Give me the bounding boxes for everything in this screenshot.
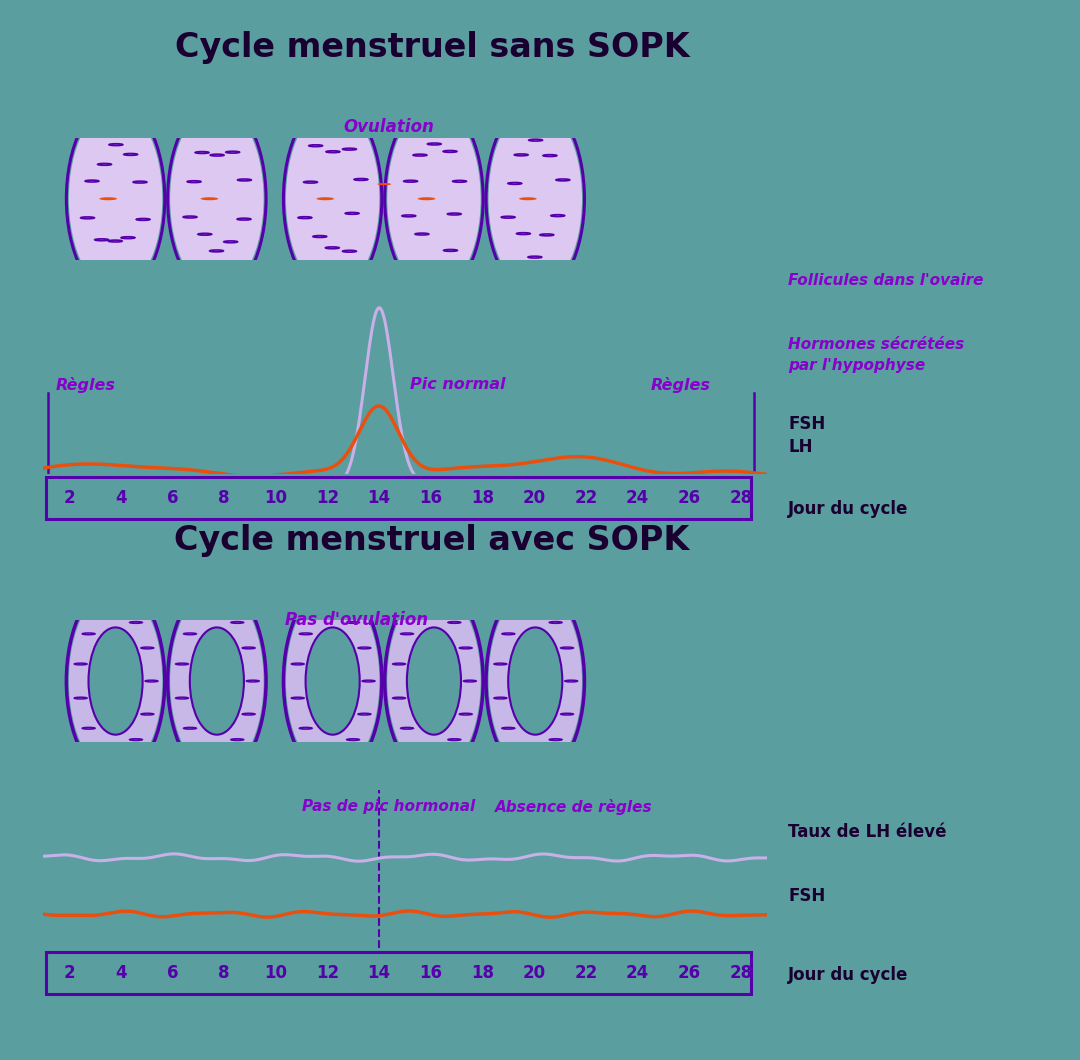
Text: 14: 14 xyxy=(367,489,391,507)
Text: Règles: Règles xyxy=(56,376,116,393)
Ellipse shape xyxy=(388,588,481,774)
Ellipse shape xyxy=(306,628,360,735)
Text: Pas d'ovulation: Pas d'ovulation xyxy=(285,612,428,629)
Text: 12: 12 xyxy=(316,489,339,507)
Circle shape xyxy=(316,197,334,200)
Text: 6: 6 xyxy=(166,964,178,982)
Circle shape xyxy=(418,197,435,200)
Ellipse shape xyxy=(388,106,481,292)
Text: 6: 6 xyxy=(166,489,178,507)
Ellipse shape xyxy=(190,628,244,735)
Text: 8: 8 xyxy=(218,489,230,507)
Ellipse shape xyxy=(171,106,264,292)
Text: FSH: FSH xyxy=(788,887,825,904)
Circle shape xyxy=(519,197,537,200)
Text: Pic normal: Pic normal xyxy=(410,377,505,392)
Text: 12: 12 xyxy=(316,964,339,982)
Text: Pas de pic hormonal: Pas de pic hormonal xyxy=(301,799,475,814)
Text: 22: 22 xyxy=(575,964,597,982)
Circle shape xyxy=(377,183,391,186)
Text: 2: 2 xyxy=(64,964,75,982)
Text: 28: 28 xyxy=(729,964,753,982)
Ellipse shape xyxy=(89,628,143,735)
Text: FSH: FSH xyxy=(788,416,825,432)
Text: 20: 20 xyxy=(523,964,545,982)
Text: Jour du cycle: Jour du cycle xyxy=(788,500,908,517)
Text: 8: 8 xyxy=(218,964,230,982)
Ellipse shape xyxy=(488,588,582,774)
Text: 18: 18 xyxy=(471,489,494,507)
Ellipse shape xyxy=(509,628,563,735)
Text: 18: 18 xyxy=(471,964,494,982)
Text: 2: 2 xyxy=(64,489,75,507)
Circle shape xyxy=(99,197,117,200)
Text: 10: 10 xyxy=(265,964,287,982)
Text: Cycle menstruel avec SOPK: Cycle menstruel avec SOPK xyxy=(174,524,690,558)
Ellipse shape xyxy=(488,106,582,292)
Text: 16: 16 xyxy=(419,489,443,507)
Text: 24: 24 xyxy=(626,964,649,982)
Text: 24: 24 xyxy=(626,489,649,507)
Text: 16: 16 xyxy=(419,964,443,982)
Text: Absence de règles: Absence de règles xyxy=(496,798,653,815)
Circle shape xyxy=(201,197,218,200)
Text: 26: 26 xyxy=(678,964,701,982)
Text: 22: 22 xyxy=(575,489,597,507)
Text: Taux de LH élevé: Taux de LH élevé xyxy=(788,824,947,841)
Text: Règles: Règles xyxy=(650,376,711,393)
Text: 26: 26 xyxy=(678,489,701,507)
Text: Ovulation: Ovulation xyxy=(343,119,434,136)
Ellipse shape xyxy=(171,588,264,774)
Text: 4: 4 xyxy=(114,489,126,507)
Text: Follicules dans l'ovaire: Follicules dans l'ovaire xyxy=(788,273,984,288)
Ellipse shape xyxy=(407,628,461,735)
Ellipse shape xyxy=(69,588,162,774)
Text: 20: 20 xyxy=(523,489,545,507)
Ellipse shape xyxy=(69,106,162,292)
Ellipse shape xyxy=(286,588,379,774)
Text: 28: 28 xyxy=(729,489,753,507)
Ellipse shape xyxy=(286,106,379,292)
Text: 14: 14 xyxy=(367,964,391,982)
Text: 4: 4 xyxy=(114,964,126,982)
Text: LH: LH xyxy=(788,439,813,456)
Text: Cycle menstruel sans SOPK: Cycle menstruel sans SOPK xyxy=(175,31,689,65)
Text: Hormones sécrétées
par l'hypophyse: Hormones sécrétées par l'hypophyse xyxy=(788,337,964,373)
Text: 10: 10 xyxy=(265,489,287,507)
Text: Jour du cycle: Jour du cycle xyxy=(788,967,908,984)
